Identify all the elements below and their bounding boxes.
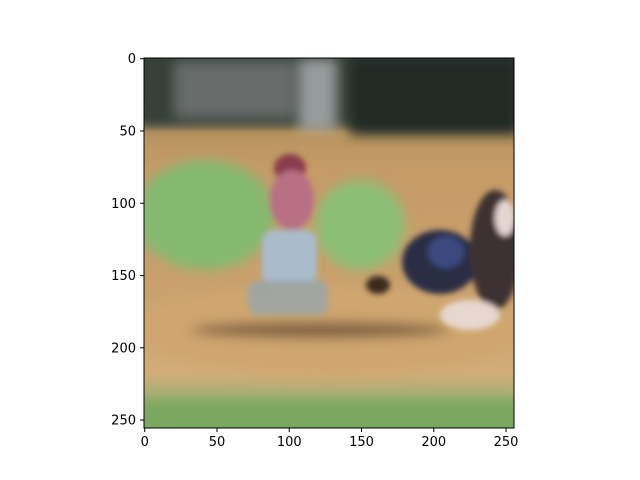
crowd-light-patch <box>175 62 295 117</box>
axes-frame <box>143 57 515 429</box>
y-tick-label: 150 <box>111 269 136 284</box>
x-tick-label: 200 <box>421 435 446 450</box>
y-tick-label: 0 <box>128 52 136 67</box>
bottom-grass <box>144 400 514 428</box>
shadow-band <box>190 322 450 338</box>
y-tick-label: 100 <box>111 197 136 212</box>
x-axis: 0 50 100 150 200 250 <box>141 428 519 450</box>
catcher-white-pants <box>440 300 500 330</box>
y-axis: 0 50 100 150 200 250 <box>111 52 144 429</box>
x-tick-label: 150 <box>349 435 374 450</box>
outfield-grass-left <box>144 160 275 270</box>
outfield-grass-mid <box>315 180 405 270</box>
x-tick-label: 250 <box>494 435 519 450</box>
crowd-white-figure <box>300 60 335 130</box>
y-tick-label: 250 <box>111 414 136 429</box>
batter-pants <box>262 230 317 285</box>
x-tick-label: 50 <box>209 435 226 450</box>
dark-stands-right <box>350 58 514 135</box>
batter-jersey <box>270 170 314 230</box>
batter-legs <box>248 280 328 315</box>
y-tick-label: 200 <box>111 341 136 356</box>
y-tick-label: 50 <box>119 124 136 139</box>
image-plot <box>144 58 514 428</box>
x-tick-label: 100 <box>277 435 302 450</box>
x-tick-label: 0 <box>141 435 149 450</box>
white-patch-right <box>495 200 514 236</box>
catcher-helmet <box>428 236 464 268</box>
catcher-glove <box>366 276 390 294</box>
